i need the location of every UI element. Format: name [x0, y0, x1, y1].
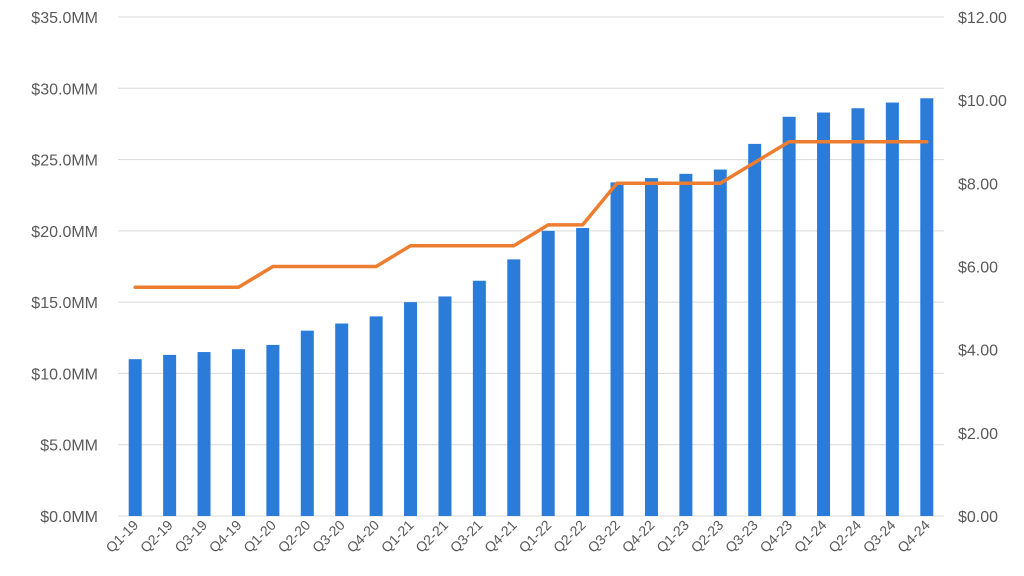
x-tick-label: Q4-23	[756, 517, 795, 556]
x-tick-label: Q1-19	[102, 517, 141, 556]
x-tick-label: Q1-23	[653, 517, 692, 556]
y-left-tick-label: $10.0MM	[31, 366, 98, 383]
x-tick-label: Q2-21	[412, 517, 451, 556]
x-tick-label: Q2-23	[688, 517, 727, 556]
bar	[920, 98, 934, 516]
bar	[644, 178, 658, 516]
y-left-tick-label: $30.0MM	[31, 81, 98, 98]
gridlines	[118, 16, 944, 517]
x-tick-label: Q3-23	[722, 517, 761, 556]
x-tick-label: Q4-21	[481, 517, 520, 556]
bar	[885, 102, 899, 517]
y-right-tick-label: $2.00	[958, 426, 998, 443]
bar	[404, 302, 418, 516]
x-tick-label: Q2-20	[275, 517, 314, 556]
x-tick-label: Q4-19	[206, 517, 245, 556]
bar	[300, 330, 314, 516]
y-left-tick-label: $35.0MM	[31, 10, 98, 27]
y-right-tick-label: $6.00	[958, 260, 998, 277]
bar	[163, 354, 177, 516]
x-tick-label: Q2-19	[137, 517, 176, 556]
x-tick-label: Q3-20	[309, 517, 348, 556]
y-right-tick-label: $8.00	[958, 176, 998, 193]
y-left-tick-label: $20.0MM	[31, 224, 98, 241]
y-left-tick-label: $25.0MM	[31, 153, 98, 170]
bar	[335, 323, 349, 516]
bar	[438, 296, 452, 516]
x-axis: Q1-19Q2-19Q3-19Q4-19Q1-20Q2-20Q3-20Q4-20…	[102, 517, 933, 556]
x-tick-label: Q1-21	[378, 517, 417, 556]
x-tick-label: Q1-24	[791, 517, 830, 556]
bar	[782, 116, 796, 517]
bar	[576, 228, 590, 516]
right-y-axis: $0.00 $2.00 $4.00 $6.00 $8.00 $10.00 $12.00	[958, 10, 1007, 526]
bar	[472, 280, 486, 516]
bar	[507, 259, 521, 516]
bar	[817, 112, 831, 516]
left-y-axis: $0.0MM $5.0MM $10.0MM $15.0MM $20.0MM $25.0MM…	[31, 10, 98, 526]
bar	[231, 349, 245, 516]
x-tick-label: Q4-24	[894, 517, 933, 556]
bar	[748, 143, 762, 517]
line-series	[133, 140, 929, 290]
bar	[266, 344, 280, 516]
y-left-tick-label: $15.0MM	[31, 295, 98, 312]
bar-series	[128, 98, 934, 517]
y-right-tick-label: $4.00	[958, 343, 998, 360]
bar	[541, 230, 555, 516]
x-tick-label: Q3-24	[860, 517, 899, 556]
x-tick-label: Q1-22	[515, 517, 554, 556]
x-tick-label: Q4-20	[343, 517, 382, 556]
bar	[679, 173, 693, 517]
bar	[128, 359, 142, 516]
x-tick-label: Q3-19	[171, 517, 210, 556]
x-tick-label: Q3-22	[584, 517, 623, 556]
x-tick-label: Q3-21	[447, 517, 486, 556]
bar	[851, 108, 865, 516]
y-left-tick-label: $0.0MM	[40, 509, 98, 526]
y-right-tick-label: $0.00	[958, 509, 998, 526]
bar	[197, 352, 211, 516]
x-tick-label: Q2-24	[825, 517, 864, 556]
bar	[610, 182, 624, 516]
series-line	[133, 140, 929, 290]
bar	[369, 316, 383, 516]
y-right-tick-label: $12.00	[958, 10, 1007, 27]
x-tick-label: Q2-22	[550, 517, 589, 556]
x-tick-label: Q4-22	[619, 517, 658, 556]
y-left-tick-label: $5.0MM	[40, 438, 98, 455]
y-right-tick-label: $10.00	[958, 93, 1007, 110]
bar	[713, 169, 727, 516]
x-tick-label: Q1-20	[240, 517, 279, 556]
